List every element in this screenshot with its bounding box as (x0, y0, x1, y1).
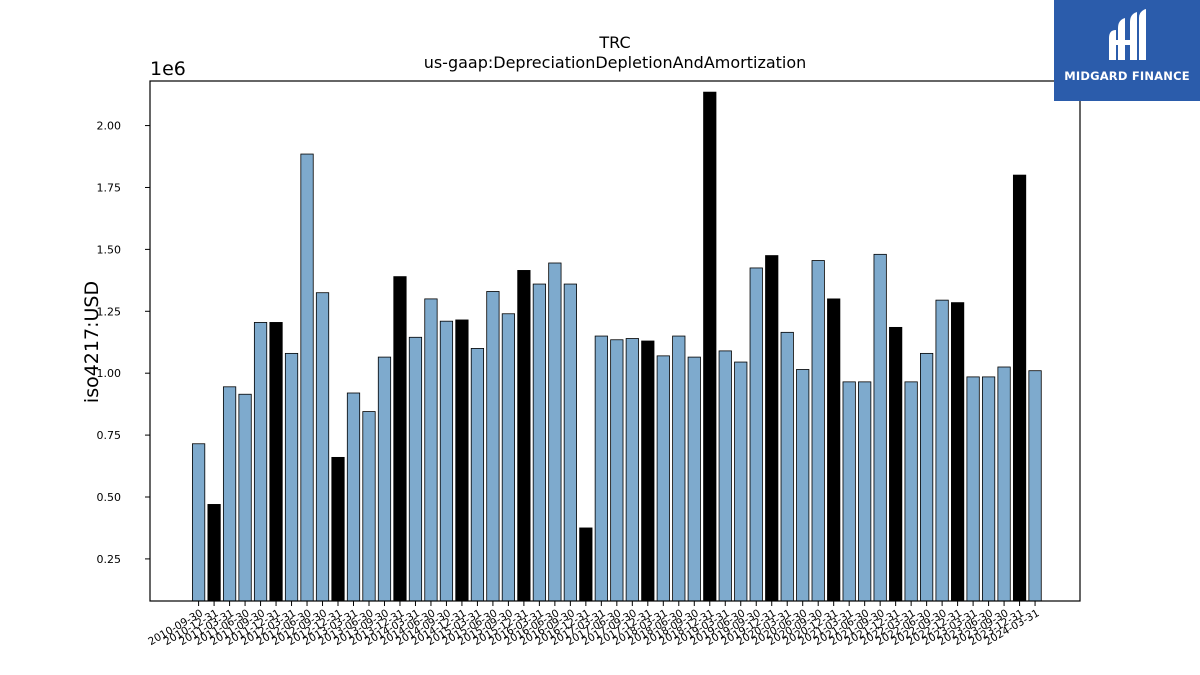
bar-2017-03-31 (594, 335, 608, 602)
bar-2012-12-31 (331, 456, 345, 602)
y-axis-ticks: 0.25 0.50 0.75 1.00 1.25 1.50 1.75 2.00 (97, 120, 150, 566)
bar-2016-03-31 (532, 283, 546, 602)
bar-2015-03-31 (470, 348, 485, 602)
bar-2015-09-30 (501, 313, 516, 602)
y-offset-label: 1e6 (150, 58, 186, 80)
bar-2018-06-30 (672, 335, 686, 602)
bar-2023-03-31 (966, 376, 980, 602)
bar-2012-06-30 (300, 153, 314, 602)
bar-2021-09-30 (873, 253, 887, 602)
bar-2016-12-31 (579, 527, 593, 602)
bar-2011-06-30 (238, 393, 252, 602)
bar-2019-09-30 (749, 267, 763, 602)
bar-2018-03-31 (656, 355, 670, 602)
midgard-logo-icon (1109, 9, 1146, 60)
x-axis-ticks: 2010-09-302010-12-312011-03-312011-06-30… (146, 601, 1042, 648)
bar-2017-06-30 (610, 339, 624, 602)
bar-2016-09-30 (563, 283, 577, 602)
bar-2024-03-31 (1028, 370, 1042, 602)
bar-2022-09-30 (935, 299, 949, 602)
bar-2015-12-31 (517, 270, 531, 602)
y-tick-label: 0.50 (97, 491, 122, 504)
y-tick-label: 0.25 (97, 553, 122, 566)
bar-2013-09-30 (377, 356, 392, 602)
chart-title: TRC (598, 33, 630, 52)
bar-2014-03-31 (408, 336, 423, 602)
bar-2014-12-31 (455, 319, 469, 602)
bar-2022-06-30 (920, 352, 934, 602)
bar-2021-03-31 (842, 381, 856, 602)
bar-2022-03-31 (904, 381, 918, 602)
bar-2015-06-30 (486, 291, 500, 602)
bar-2013-06-30 (362, 411, 376, 602)
bar-2020-06-30 (796, 369, 810, 602)
bar-2019-12-31 (765, 255, 779, 602)
bar-2013-03-31 (346, 392, 361, 602)
bar-2022-12-31 (951, 302, 965, 602)
bar-2017-12-31 (641, 340, 655, 602)
bar-2014-09-30 (439, 320, 454, 602)
bar-2023-09-30 (997, 366, 1011, 602)
bar-2020-03-31 (780, 331, 794, 602)
bar-2023-06-30 (981, 376, 996, 602)
midgard-finance-logo: MIDGARD FINANCE (1054, 0, 1200, 101)
bar-series (191, 91, 1042, 602)
bar-2016-06-30 (548, 262, 562, 602)
bar-2019-03-31 (718, 350, 732, 602)
y-tick-label: 1.50 (97, 243, 122, 256)
y-tick-label: 0.75 (97, 429, 122, 442)
bar-2010-09-30 (191, 443, 206, 602)
bar-2021-12-31 (889, 326, 903, 602)
bar-2017-09-30 (625, 338, 639, 602)
bar-2021-06-30 (858, 381, 872, 602)
bar-2013-12-31 (393, 276, 407, 602)
y-axis-label: iso4217:USD (81, 281, 103, 403)
bar-2014-06-30 (424, 298, 438, 602)
bar-2011-03-31 (222, 386, 237, 602)
logo-text: MIDGARD FINANCE (1064, 69, 1190, 83)
y-tick-label: 1.00 (97, 367, 122, 380)
plot-frame (149, 80, 1081, 602)
bar-2010-12-31 (207, 504, 221, 602)
bar-2012-09-30 (315, 292, 330, 602)
bar-2018-09-30 (687, 356, 701, 602)
bar-2011-12-31 (269, 322, 283, 602)
bar-2023-12-31 (1012, 174, 1027, 602)
chart-subtitle: us-gaap:DepreciationDepletionAndAmortiza… (424, 53, 807, 72)
y-tick-label: 1.75 (97, 181, 122, 194)
bar-2020-09-30 (811, 260, 825, 602)
y-tick-label: 2.00 (97, 120, 122, 133)
bar-2012-03-31 (284, 352, 299, 602)
bar-2011-09-30 (253, 322, 268, 602)
bar-2018-12-31 (703, 91, 717, 602)
bar-2020-12-31 (827, 298, 841, 602)
bar-2019-06-30 (734, 361, 748, 602)
y-tick-label: 1.25 (97, 305, 122, 318)
